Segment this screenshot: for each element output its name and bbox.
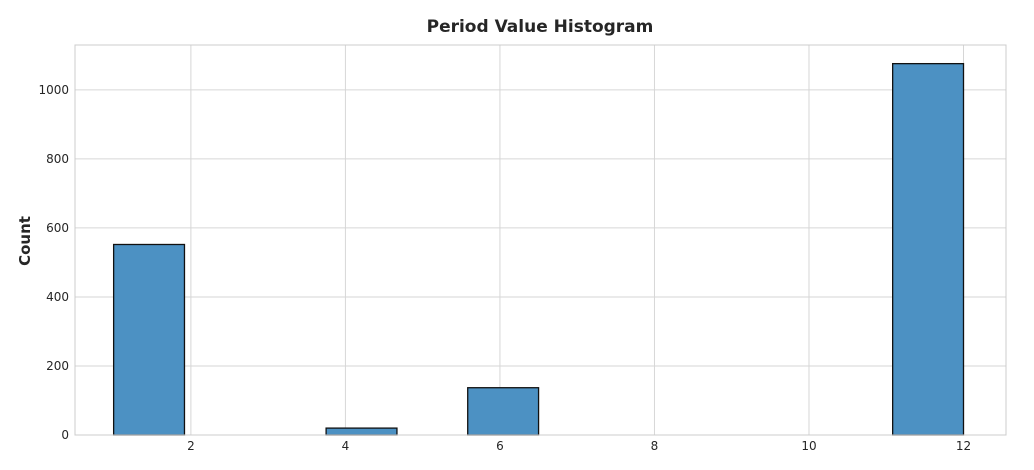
chart-title: Period Value Histogram	[427, 17, 654, 37]
x-tick-label: 4	[342, 439, 350, 453]
y-tick-label: 0	[61, 428, 69, 442]
plot-frame	[74, 44, 1007, 436]
y-tick-label: 1000	[38, 83, 69, 97]
y-tick-label: 600	[46, 221, 69, 235]
grid-layer	[75, 45, 1006, 436]
x-tick-label: 10	[801, 439, 816, 453]
x-tick-label: 2	[187, 439, 195, 453]
histogram-bar	[467, 387, 540, 436]
y-tick-label: 800	[46, 152, 69, 166]
x-tick-label: 8	[651, 439, 659, 453]
histogram-bar	[892, 62, 965, 436]
histogram-bar	[112, 243, 186, 436]
y-tick-label: 200	[46, 359, 69, 373]
x-tick-label: 12	[956, 439, 971, 453]
bar-layer	[112, 62, 965, 436]
x-tick-label: 6	[496, 439, 504, 453]
histogram-bar	[325, 427, 398, 436]
y-tick-label: 400	[46, 290, 69, 304]
y-axis-label: Count	[16, 216, 34, 266]
x-tick-labels: 2 4 6 8 10 12	[187, 439, 971, 453]
y-tick-labels: 0 200 400 600 800 1000	[38, 83, 69, 442]
